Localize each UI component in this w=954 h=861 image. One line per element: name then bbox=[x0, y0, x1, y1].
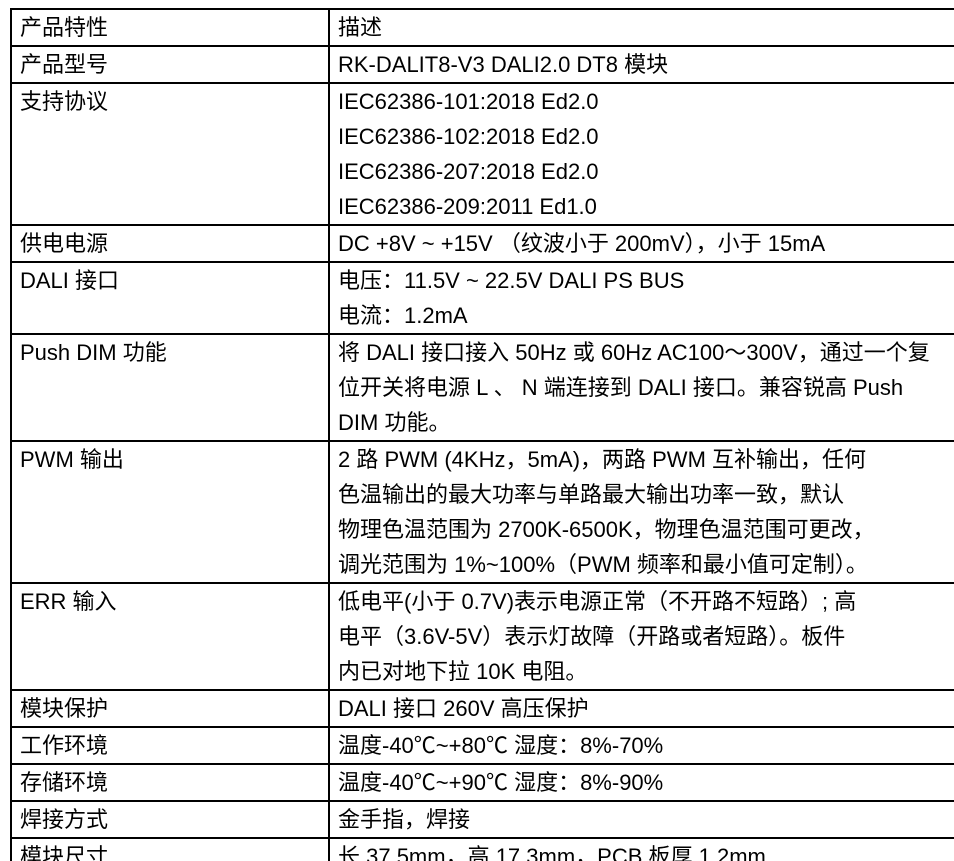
table-row: 产品型号 RK-DALIT8-V3 DALI2.0 DT8 模块 bbox=[10, 45, 954, 84]
table-row: 工作环境 温度-40℃~+80℃ 湿度：8%-70% bbox=[10, 726, 954, 765]
feature-cell: 支持协议 bbox=[10, 82, 330, 226]
description-cell: 金手指，焊接 bbox=[328, 800, 954, 839]
feature-cell: 模块尺寸 bbox=[10, 837, 330, 861]
product-spec-table: 产品特性 描述 产品型号 RK-DALIT8-V3 DALI2.0 DT8 模块… bbox=[10, 8, 954, 861]
table-row: 供电电源 DC +8V ~ +15V （纹波小于 200mV），小于 15mA bbox=[10, 224, 954, 263]
feature-cell: 工作环境 bbox=[10, 726, 330, 765]
header-description-cell: 描述 bbox=[328, 8, 954, 47]
table-header-row: 产品特性 描述 bbox=[10, 8, 954, 47]
description-cell: 低电平(小于 0.7V)表示电源正常（不开路不短路）; 高 电平（3.6V-5V… bbox=[328, 582, 954, 691]
table-row: 存储环境 温度-40℃~+90℃ 湿度：8%-90% bbox=[10, 763, 954, 802]
table-row: 模块保护 DALI 接口 260V 高压保护 bbox=[10, 689, 954, 728]
feature-cell: ERR 输入 bbox=[10, 582, 330, 691]
description-cell: RK-DALIT8-V3 DALI2.0 DT8 模块 bbox=[328, 45, 954, 84]
description-cell: 2 路 PWM (4KHz，5mA)，两路 PWM 互补输出，任何 色温输出的最… bbox=[328, 440, 954, 584]
feature-cell: 模块保护 bbox=[10, 689, 330, 728]
description-cell: 温度-40℃~+80℃ 湿度：8%-70% bbox=[328, 726, 954, 765]
feature-cell: 存储环境 bbox=[10, 763, 330, 802]
feature-cell: Push DIM 功能 bbox=[10, 333, 330, 442]
description-cell: 将 DALI 接口接入 50Hz 或 60Hz AC100～300V，通过一个复… bbox=[328, 333, 954, 442]
feature-cell: 产品型号 bbox=[10, 45, 330, 84]
feature-cell: 焊接方式 bbox=[10, 800, 330, 839]
header-feature-cell: 产品特性 bbox=[10, 8, 330, 47]
feature-cell: DALI 接口 bbox=[10, 261, 330, 335]
feature-cell: PWM 输出 bbox=[10, 440, 330, 584]
table-row: 模块尺寸 长 37.5mm，高 17.3mm，PCB 板厚 1.2mm bbox=[10, 837, 954, 861]
description-cell: 温度-40℃~+90℃ 湿度：8%-90% bbox=[328, 763, 954, 802]
table-row: ERR 输入 低电平(小于 0.7V)表示电源正常（不开路不短路）; 高 电平（… bbox=[10, 582, 954, 691]
description-cell: 长 37.5mm，高 17.3mm，PCB 板厚 1.2mm bbox=[328, 837, 954, 861]
table-row: Push DIM 功能 将 DALI 接口接入 50Hz 或 60Hz AC10… bbox=[10, 333, 954, 442]
table-row: 支持协议 IEC62386-101:2018 Ed2.0 IEC62386-10… bbox=[10, 82, 954, 226]
table-row: DALI 接口 电压：11.5V ~ 22.5V DALI PS BUS 电流：… bbox=[10, 261, 954, 335]
description-cell: IEC62386-101:2018 Ed2.0 IEC62386-102:201… bbox=[328, 82, 954, 226]
description-cell: DC +8V ~ +15V （纹波小于 200mV），小于 15mA bbox=[328, 224, 954, 263]
description-cell: DALI 接口 260V 高压保护 bbox=[328, 689, 954, 728]
table-row: 焊接方式 金手指，焊接 bbox=[10, 800, 954, 839]
table-row: PWM 输出 2 路 PWM (4KHz，5mA)，两路 PWM 互补输出，任何… bbox=[10, 440, 954, 584]
description-cell: 电压：11.5V ~ 22.5V DALI PS BUS 电流：1.2mA bbox=[328, 261, 954, 335]
feature-cell: 供电电源 bbox=[10, 224, 330, 263]
